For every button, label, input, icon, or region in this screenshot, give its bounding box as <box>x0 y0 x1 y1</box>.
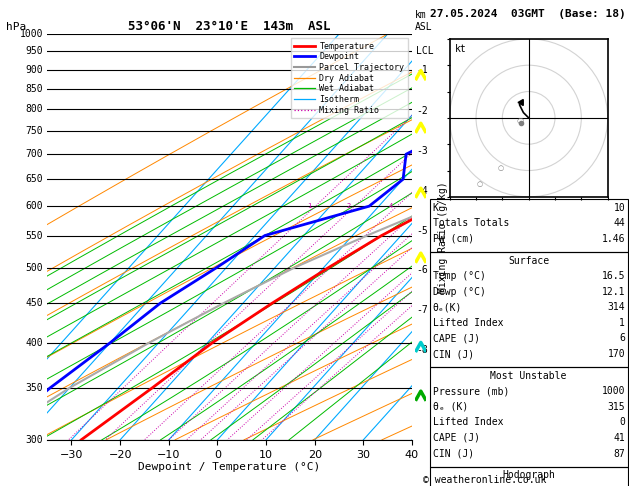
Text: LCL: LCL <box>416 46 434 56</box>
Bar <box>430 199 628 252</box>
Text: 700: 700 <box>25 149 43 159</box>
Text: Hodograph: Hodograph <box>502 470 555 480</box>
Text: © weatheronline.co.uk: © weatheronline.co.uk <box>423 475 547 485</box>
Text: 4: 4 <box>389 203 393 208</box>
Text: -6: -6 <box>416 265 428 276</box>
Text: $\bigcirc$: $\bigcirc$ <box>497 163 505 174</box>
Text: $\bigcirc$: $\bigcirc$ <box>516 116 525 126</box>
Text: 41: 41 <box>613 433 625 443</box>
Text: 10: 10 <box>613 203 625 213</box>
Text: θₑ (K): θₑ (K) <box>433 402 468 412</box>
Text: Temp (°C): Temp (°C) <box>433 271 486 281</box>
Bar <box>430 252 628 367</box>
Text: 900: 900 <box>25 65 43 74</box>
Text: 0: 0 <box>620 417 625 427</box>
Text: 170: 170 <box>608 349 625 359</box>
Text: -1: -1 <box>416 65 428 75</box>
Text: PW (cm): PW (cm) <box>433 234 474 244</box>
Text: km
ASL: km ASL <box>415 10 433 32</box>
Text: Mixing Ratio (g/kg): Mixing Ratio (g/kg) <box>438 181 448 293</box>
Text: Lifted Index: Lifted Index <box>433 417 503 427</box>
Bar <box>430 467 628 486</box>
Text: kt: kt <box>455 44 467 54</box>
Text: CAPE (J): CAPE (J) <box>433 433 480 443</box>
Text: 1: 1 <box>307 203 311 208</box>
Text: K: K <box>433 203 438 213</box>
Text: 315: 315 <box>608 402 625 412</box>
Text: 1000: 1000 <box>19 29 43 39</box>
Text: -4: -4 <box>416 186 428 196</box>
Text: 300: 300 <box>25 435 43 445</box>
Text: -2: -2 <box>416 106 428 116</box>
Text: 400: 400 <box>25 338 43 348</box>
Text: 12.1: 12.1 <box>602 287 625 297</box>
Text: 750: 750 <box>25 126 43 136</box>
Text: Pressure (mb): Pressure (mb) <box>433 386 509 396</box>
Text: 450: 450 <box>25 298 43 308</box>
Text: CIN (J): CIN (J) <box>433 349 474 359</box>
Title: 53°06'N  23°10'E  143m  ASL: 53°06'N 23°10'E 143m ASL <box>128 20 331 33</box>
Text: 1.46: 1.46 <box>602 234 625 244</box>
Text: CIN (J): CIN (J) <box>433 449 474 458</box>
Text: 44: 44 <box>613 218 625 228</box>
Text: 600: 600 <box>25 201 43 211</box>
Text: 6: 6 <box>620 333 625 344</box>
Text: -7: -7 <box>416 305 428 315</box>
Legend: Temperature, Dewpoint, Parcel Trajectory, Dry Adiabat, Wet Adiabat, Isotherm, Mi: Temperature, Dewpoint, Parcel Trajectory… <box>291 38 408 118</box>
Text: 314: 314 <box>608 302 625 312</box>
X-axis label: Dewpoint / Temperature (°C): Dewpoint / Temperature (°C) <box>138 462 321 472</box>
Text: 650: 650 <box>25 174 43 184</box>
Text: CAPE (J): CAPE (J) <box>433 333 480 344</box>
Text: 850: 850 <box>25 84 43 94</box>
Text: Most Unstable: Most Unstable <box>491 371 567 381</box>
Text: 350: 350 <box>25 383 43 393</box>
Text: Surface: Surface <box>508 256 549 266</box>
Text: Dewp (°C): Dewp (°C) <box>433 287 486 297</box>
Text: 27.05.2024  03GMT  (Base: 18): 27.05.2024 03GMT (Base: 18) <box>430 9 625 19</box>
Text: Lifted Index: Lifted Index <box>433 318 503 328</box>
Text: -8: -8 <box>416 345 428 355</box>
Text: 16.5: 16.5 <box>602 271 625 281</box>
Text: 1: 1 <box>620 318 625 328</box>
Text: 550: 550 <box>25 230 43 241</box>
Text: $\bigcirc$: $\bigcirc$ <box>476 179 484 189</box>
Text: 800: 800 <box>25 104 43 114</box>
Text: hPa: hPa <box>6 21 26 32</box>
Text: 87: 87 <box>613 449 625 458</box>
Text: θₑ(K): θₑ(K) <box>433 302 462 312</box>
Bar <box>430 367 628 467</box>
Text: 2: 2 <box>347 203 351 208</box>
Text: -5: -5 <box>416 226 428 236</box>
Text: Totals Totals: Totals Totals <box>433 218 509 228</box>
Text: 950: 950 <box>25 46 43 56</box>
Text: 500: 500 <box>25 262 43 273</box>
Text: 1000: 1000 <box>602 386 625 396</box>
Text: -3: -3 <box>416 146 428 156</box>
